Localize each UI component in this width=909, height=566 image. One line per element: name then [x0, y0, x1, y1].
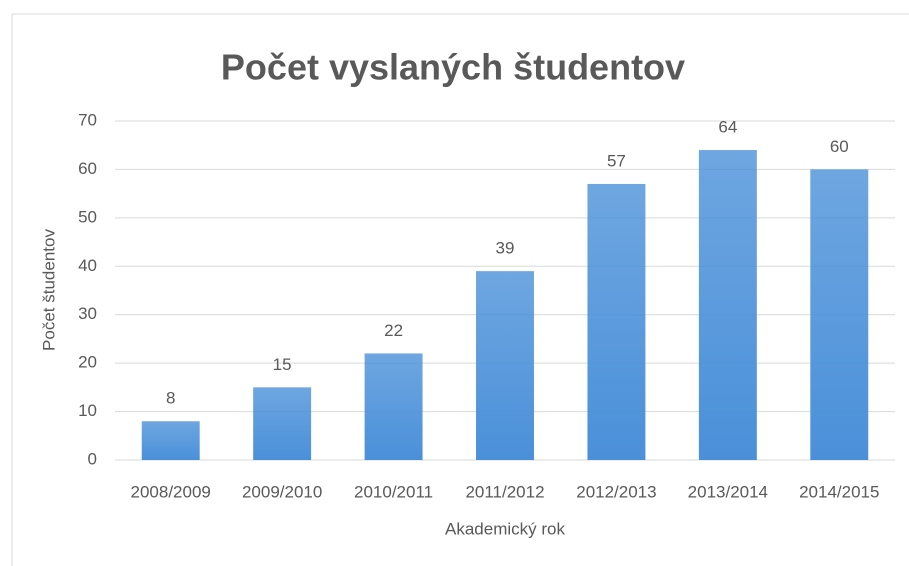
- y-tick-label: 40: [78, 256, 97, 275]
- chart-frame: [11, 13, 909, 566]
- bar: [587, 183, 646, 460]
- bar: [364, 353, 423, 460]
- chart-title: Počet vyslaných študentov: [221, 47, 685, 88]
- x-tick-label: 2011/2012: [465, 482, 544, 501]
- y-tick-label: 30: [78, 304, 97, 323]
- data-label: 57: [607, 151, 626, 170]
- bar: [253, 387, 312, 460]
- data-label: 64: [718, 118, 737, 137]
- data-label: 22: [384, 321, 403, 340]
- x-tick-label: 2008/2009: [131, 482, 211, 501]
- y-tick-label: 60: [78, 159, 97, 178]
- y-tick-label: 20: [78, 353, 97, 372]
- data-label: 8: [166, 389, 175, 408]
- y-tick-label: 10: [78, 401, 97, 420]
- x-tick-label: 2012/2013: [576, 482, 656, 501]
- bar: [141, 421, 200, 460]
- y-tick-label: 50: [78, 207, 97, 226]
- x-tick-label: 2014/2015: [799, 482, 879, 501]
- y-tick-label: 0: [88, 449, 97, 468]
- x-tick-label: 2013/2014: [688, 482, 768, 501]
- data-label: 39: [496, 239, 515, 258]
- y-tick-label: 70: [78, 110, 97, 129]
- y-axis-label: Počet študentov: [39, 229, 58, 351]
- x-tick-label: 2009/2010: [242, 482, 322, 501]
- bar: [810, 169, 869, 460]
- data-label: 60: [830, 137, 849, 156]
- x-axis-label: Akademický rok: [445, 519, 565, 538]
- bar: [476, 271, 534, 460]
- bar: [698, 150, 757, 461]
- data-label: 15: [273, 355, 292, 374]
- x-tick-label: 2010/2011: [354, 482, 433, 501]
